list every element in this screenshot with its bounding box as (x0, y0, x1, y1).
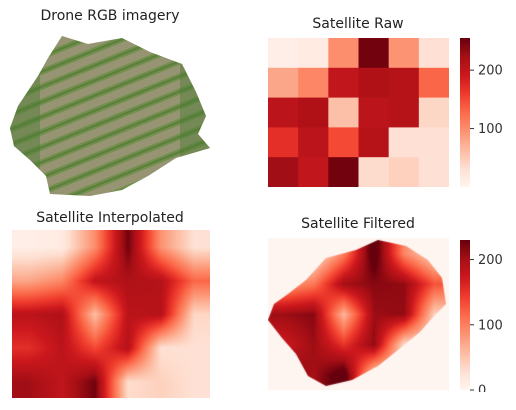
raw-cell-0-5 (418, 38, 449, 69)
raw-cell-4-5 (418, 157, 449, 187)
filtered-heatmap (268, 238, 449, 390)
raw-cell-4-3 (358, 157, 390, 187)
raw-cell-2-0 (268, 97, 299, 128)
raw-cell-3-0 (268, 127, 299, 158)
raw-cell-0-0 (268, 38, 299, 69)
raw-colorbar-tick-label-1: 200 (478, 64, 503, 79)
raw-cell-4-1 (298, 157, 329, 187)
drone-image (10, 36, 210, 196)
filtered-colorbar-tick-label-2: 200 (478, 253, 503, 268)
raw-colorbar-gradient (460, 38, 470, 187)
filtered-panel-title: Satellite Filtered (301, 216, 415, 232)
raw-cell-4-2 (328, 157, 359, 187)
raw-cell-0-3 (358, 38, 390, 69)
raw-cell-2-2 (328, 97, 359, 128)
raw-cell-2-4 (388, 97, 420, 128)
raw-cell-3-1 (298, 127, 329, 158)
raw-cell-4-4 (388, 157, 420, 187)
raw-cell-3-4 (388, 127, 420, 158)
interpolated-panel-title: Satellite Interpolated (36, 210, 184, 226)
filtered-colorbar-tick-label-0: 0 (478, 384, 486, 393)
raw-heatmap (268, 38, 449, 187)
raw-colorbar: 100 200 (460, 38, 503, 187)
raw-cell-0-2 (328, 38, 359, 69)
drone-image-edge-right (180, 36, 210, 196)
raw-cell-1-0 (268, 67, 299, 99)
interpolated-heatmap (12, 230, 210, 398)
raw-cell-4-0 (268, 157, 299, 187)
drone-panel-title: Drone RGB imagery (40, 8, 180, 24)
raw-cell-2-3 (358, 97, 390, 128)
filtered-colorbar: 0 100 200 (460, 240, 503, 393)
raw-cell-0-4 (388, 38, 420, 69)
filtered-colorbar-gradient (460, 240, 470, 390)
drone-image-edge-left (10, 36, 40, 196)
raw-cell-1-4 (388, 67, 420, 99)
raw-cell-2-5 (418, 97, 449, 128)
raw-cell-1-5 (418, 67, 449, 99)
raw-panel-title: Satellite Raw (312, 16, 404, 32)
raw-cell-0-1 (298, 38, 329, 69)
raw-cell-1-3 (358, 67, 390, 99)
raw-colorbar-tick-label-0: 100 (478, 122, 503, 137)
raw-cell-2-1 (298, 97, 329, 128)
raw-cell-3-3 (358, 127, 390, 158)
filtered-colorbar-tick-label-1: 100 (478, 318, 503, 333)
raw-cell-1-2 (328, 67, 359, 99)
raw-cell-3-5 (418, 127, 449, 158)
raw-cell-1-1 (298, 67, 329, 99)
raw-cell-3-2 (328, 127, 359, 158)
